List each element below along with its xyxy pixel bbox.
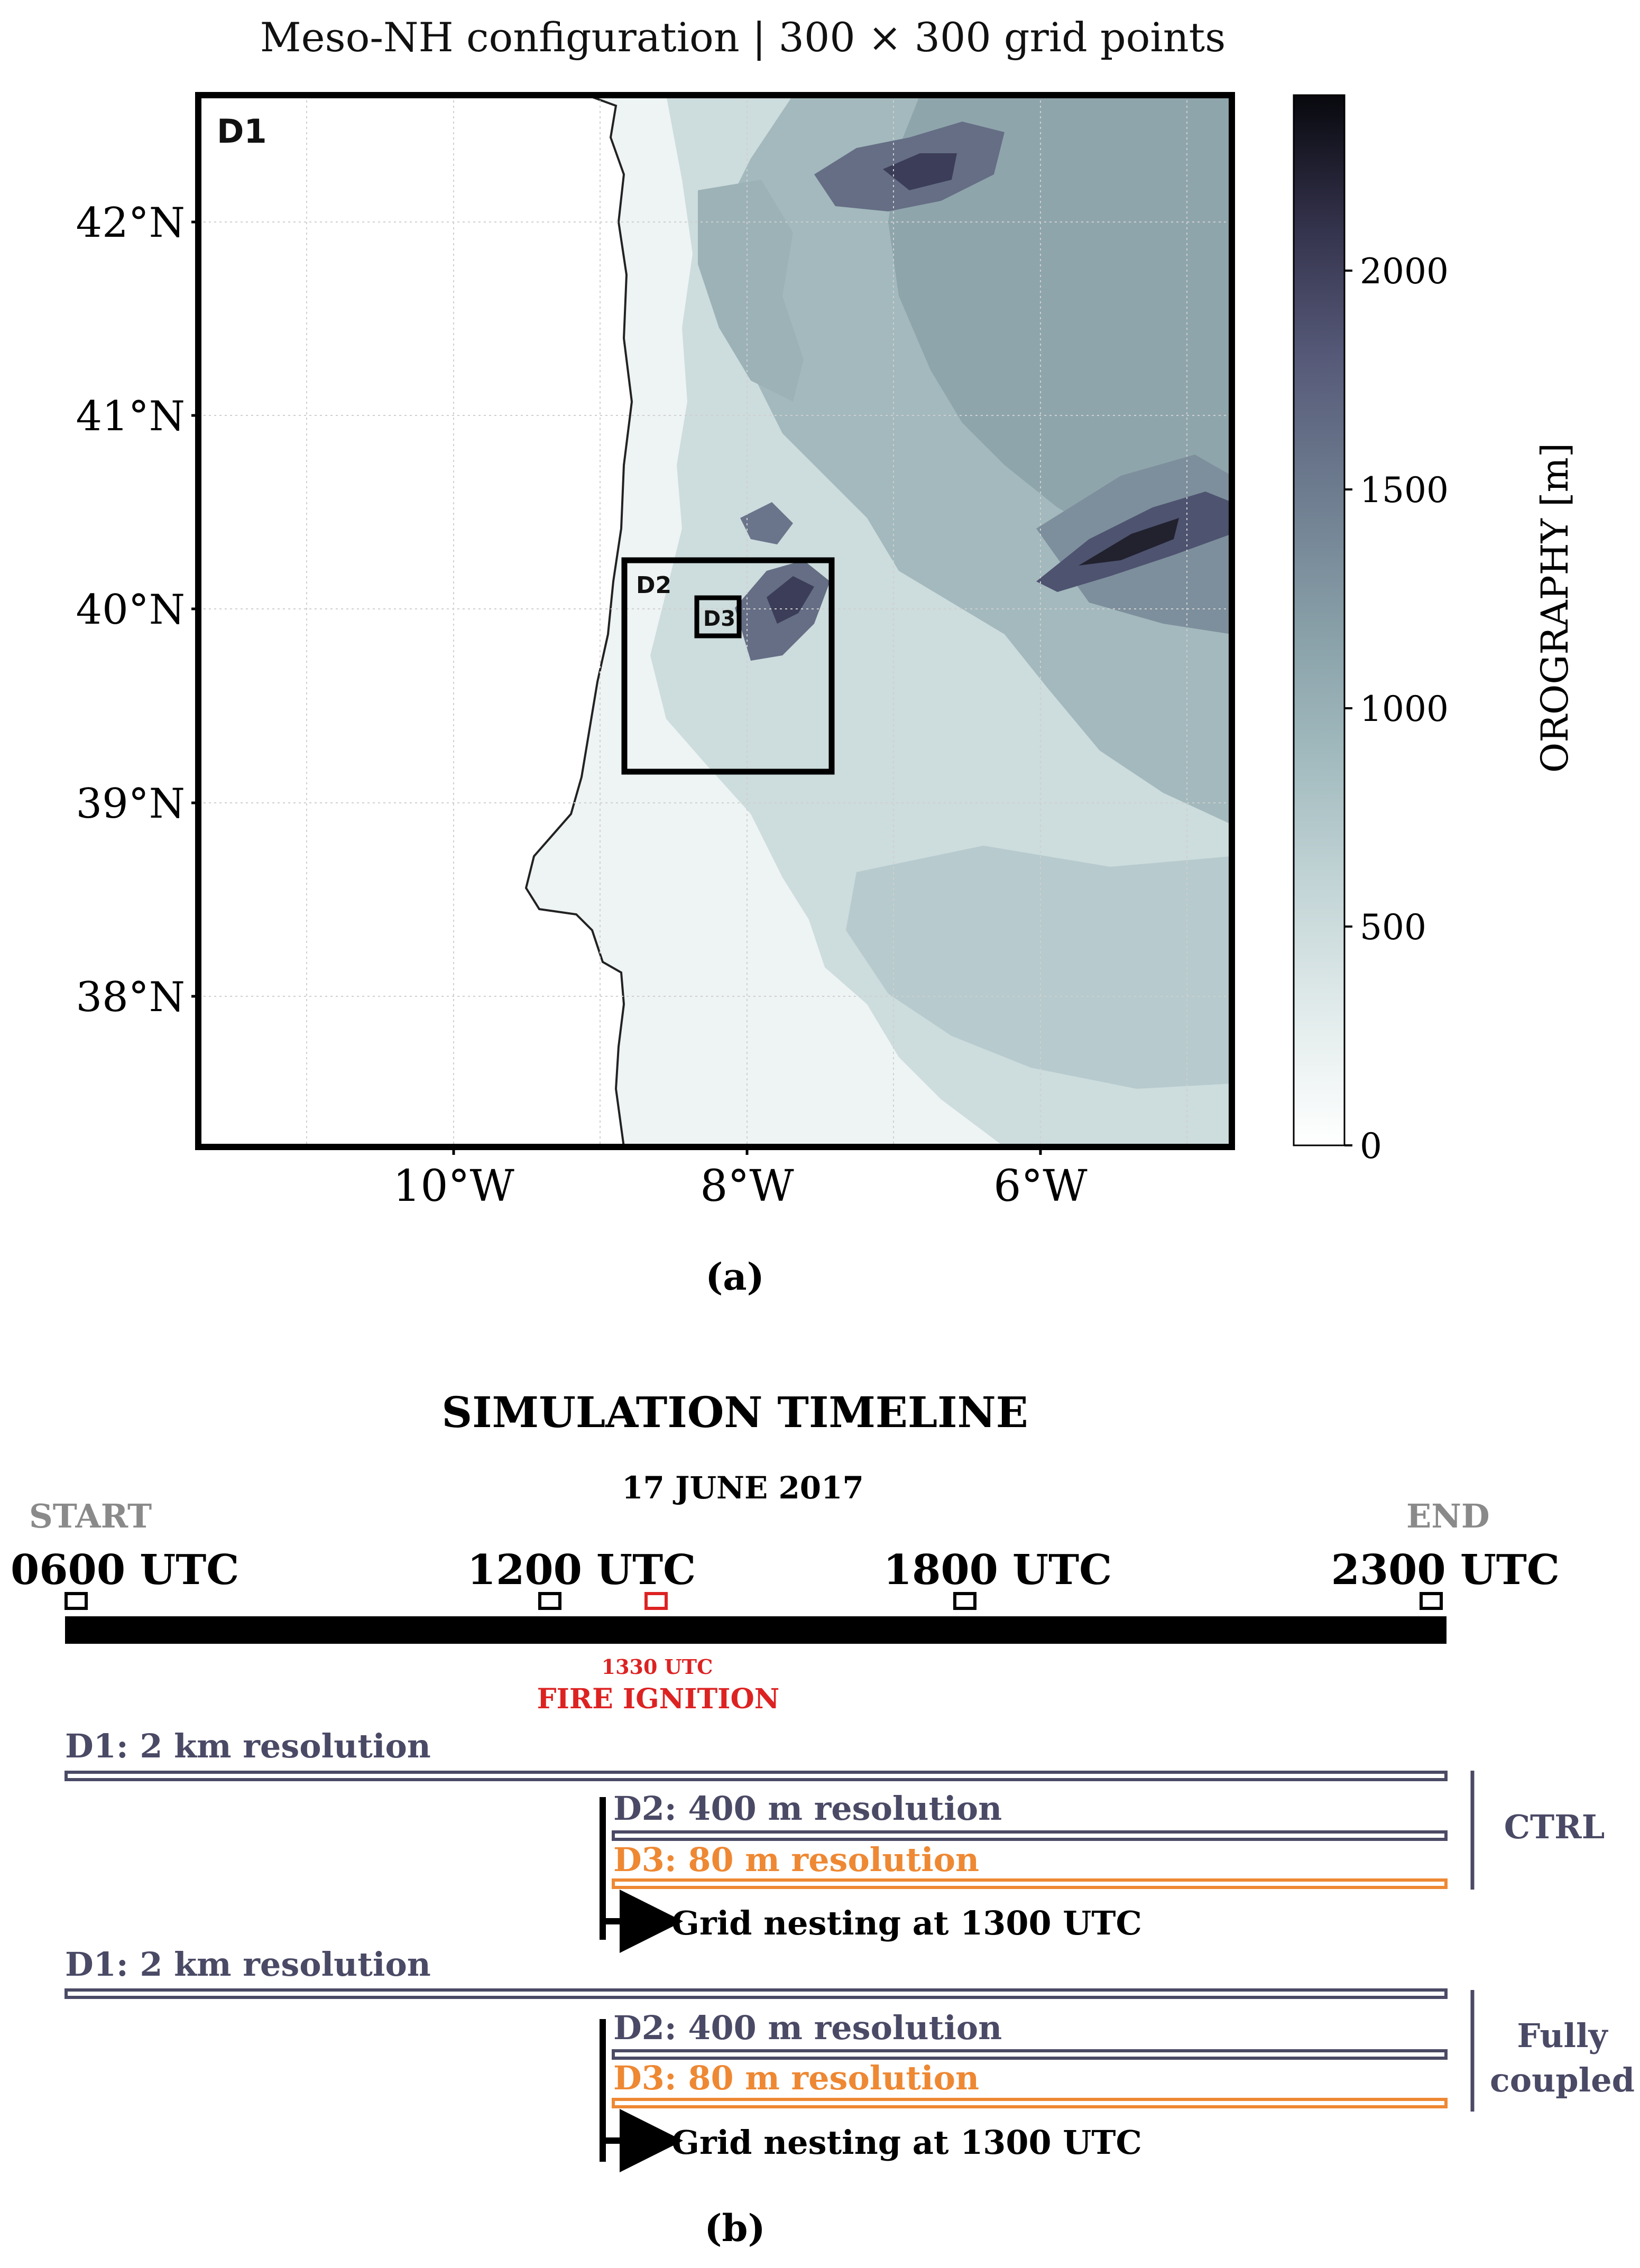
marker-ignition — [644, 1592, 668, 1610]
ctrl-nesting-label: Grid nesting at 1300 UTC — [671, 1904, 1142, 1942]
lat-tick-39: 39°N — [76, 780, 185, 828]
ctrl-d2-bar — [612, 1830, 1448, 1841]
domain-d2-box — [621, 557, 835, 775]
ctrl-d3-label: D3: 80 m resolution — [613, 1840, 979, 1879]
colorbar-tick-0: 0 — [1360, 1126, 1382, 1167]
ctrl-d2-label: D2: 400 m resolution — [613, 1789, 1002, 1828]
coupled-d2-bar — [612, 2049, 1448, 2060]
colorbar-label: OROGRAPHY [m] — [1533, 443, 1577, 773]
ridge-southwest — [740, 502, 793, 544]
domain-d1-label: D1 — [217, 112, 267, 151]
map-axis-ticks — [191, 220, 1042, 1155]
lat-tick-42: 42°N — [76, 199, 185, 247]
time-label-1800: 1800 UTC — [883, 1546, 1112, 1594]
terrain-high — [888, 95, 1232, 581]
lon-tick-10w: 10°W — [393, 1161, 514, 1211]
ridge-north-peak — [883, 153, 957, 190]
marker-0600 — [65, 1592, 88, 1610]
marker-1200 — [538, 1592, 561, 1610]
coupled-name-line1: Fully — [1517, 2016, 1608, 2055]
end-label: END — [1406, 1497, 1490, 1535]
ctrl-d1-label: D1: 2 km resolution — [65, 1727, 431, 1765]
orography-map — [198, 95, 1232, 1147]
domain-d1-frame — [195, 92, 1235, 1150]
lon-tick-8w: 8°W — [700, 1161, 794, 1211]
orography-colorbar: 2000 1500 1000 500 0 OROGRAPHY [m] — [1293, 94, 1577, 1167]
coupled-d2-label: D2: 400 m resolution — [613, 2008, 1002, 2047]
ridge-estrela-peak — [767, 576, 814, 624]
domain-d3-label: D3 — [703, 607, 735, 631]
coupled-name-line2: coupled — [1490, 2061, 1635, 2099]
map-title: Meso-NH configuration | 300 × 300 grid p… — [260, 14, 1226, 61]
lat-tick-41: 41°N — [76, 393, 185, 440]
domain-d2-label: D2 — [636, 572, 671, 599]
ridge-gredos-peak — [1079, 518, 1179, 566]
colorbar-tick-1500: 1500 — [1360, 470, 1449, 511]
domain-d3-box — [694, 595, 742, 638]
time-label-0600: 0600 UTC — [11, 1546, 239, 1594]
map-gridlines — [198, 95, 1232, 1147]
colorbar-tick-1000: 1000 — [1360, 689, 1449, 729]
timeline-bar — [65, 1616, 1446, 1644]
lat-tick-38: 38°N — [76, 974, 185, 1021]
ignition-time: 1330 UTC — [602, 1655, 713, 1679]
start-label: START — [29, 1497, 152, 1535]
colorbar-tick-500: 500 — [1360, 907, 1426, 948]
coupled-d1-label: D1: 2 km resolution — [65, 1945, 431, 1984]
lat-tick-labels: 42°N 41°N 40°N 39°N 38°N — [76, 199, 185, 1021]
ctrl-name: CTRL — [1504, 1808, 1605, 1846]
experiment-ctrl: D1: 2 km resolution D2: 400 m resolution… — [65, 1727, 1605, 1953]
coupled-d3-bar — [612, 2098, 1448, 2108]
lat-tick-40: 40°N — [76, 586, 185, 634]
timeline-date: 17 JUNE 2017 — [622, 1470, 864, 1506]
experiment-fully-coupled: D1: 2 km resolution D2: 400 m resolution… — [65, 1945, 1635, 2172]
marker-2300 — [1420, 1592, 1443, 1610]
terrain-mid-west — [698, 180, 804, 402]
timeline-title: SIMULATION TIMELINE — [441, 1387, 1028, 1437]
time-label-1200: 1200 UTC — [467, 1546, 696, 1594]
panel-b-label: (b) — [704, 2206, 765, 2250]
coupled-d3-label: D3: 80 m resolution — [613, 2059, 979, 2097]
ctrl-d1-bar — [65, 1771, 1448, 1781]
coupled-nesting-label: Grid nesting at 1300 UTC — [671, 2123, 1142, 2162]
lon-tick-6w: 6°W — [993, 1161, 1088, 1211]
terrain-low-south — [846, 846, 1232, 1089]
colorbar-gradient — [1293, 94, 1346, 1146]
coupled-d1-bar — [65, 1988, 1448, 1999]
lon-tick-labels: 10°W 8°W 6°W — [393, 1161, 1088, 1211]
time-markers — [65, 1592, 1443, 1610]
ignition-label: FIRE IGNITION — [537, 1683, 780, 1715]
time-label-2300: 2300 UTC — [1331, 1546, 1560, 1594]
marker-1800 — [953, 1592, 976, 1610]
ctrl-d3-bar — [612, 1878, 1448, 1889]
colorbar-tick-2000: 2000 — [1360, 251, 1449, 292]
panel-a-label: (a) — [705, 1255, 764, 1299]
